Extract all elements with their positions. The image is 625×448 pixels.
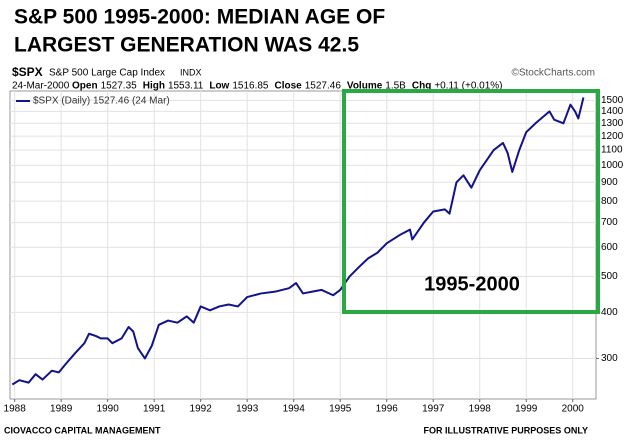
x-tick-label: 1997 [422,404,445,415]
x-tick-label: 1992 [190,404,213,415]
x-tick-label: 1993 [236,404,259,415]
quote-label: Low [209,81,229,92]
y-tick-label: 1100 [601,145,623,156]
plot [11,97,585,386]
highlight-box [342,89,600,314]
x-tick-label: 1998 [469,404,492,415]
x-tick-label: 1999 [515,404,538,415]
y-tick-label: 1500 [601,95,624,106]
x-tick-label: 2000 [562,404,585,415]
footer-right: FOR ILLUSTRATIVE PURPOSES ONLY [423,425,588,435]
y-tick-label: 700 [601,217,618,228]
y-tick-label: 600 [601,242,618,253]
quote-value: 1516.85 [232,81,269,92]
symbol: $SPX [12,65,43,79]
x-tick-label: 1996 [376,404,399,415]
x-tick-label: 1991 [143,404,166,415]
quote-label: Volume [347,81,383,92]
y-tick-label: 1300 [601,118,624,129]
exchange: INDX [180,67,202,77]
legend-label: $SPX (Daily) 1527.46 (24 Mar) [33,96,170,107]
index-name: S&P 500 Large Cap Index [49,68,165,79]
y-tick-label: 900 [601,177,618,188]
quote-label: Close [275,81,303,92]
grid: 300 400 500 600 700 800 900 1000 1100 1200 1300140… [4,91,624,415]
quote-value: 1.5B [385,81,406,92]
quote-value: 1527.35 [101,81,138,92]
quote: Open 1527.35 High 1553.11 Low 1516.85 Close 152… [72,81,503,92]
footer-left: CIOVACCO CAPITAL MANAGEMENT [4,425,161,435]
quote-value: 1553.11 [168,81,204,92]
x-tick-label: 1988 [4,404,27,415]
title: S&P 500 1995-2000: MEDIAN AGE OF [14,6,385,29]
quote-value: +0.11 (+0.01%) [434,81,502,92]
y-tick-label: 300 [601,353,618,364]
x-tick-label: 1995 [329,404,352,415]
y-tick-label: 1400 [601,106,624,117]
y-tick-label: 1200 [601,131,624,142]
title: LARGEST GENERATION WAS 42.5 [14,34,359,57]
quote-label: Chg [412,81,431,92]
y-tick-label: 400 [601,307,618,318]
plot-frame [9,90,597,400]
source: ©StockCharts.com [511,68,595,79]
x-tick-label: 1994 [283,404,306,415]
x-tick-label: 1990 [97,404,120,415]
y-tick-label: 800 [601,196,618,207]
series-line [11,97,585,386]
annotation: 1995-2000 [424,273,520,295]
quote-label: Open [72,81,98,92]
quote-value: 1527.46 [305,81,342,92]
y-tick-label: 500 [601,271,618,282]
quote-label: High [143,81,165,92]
y-tick-label: 1000 [601,160,624,171]
x-tick-label: 1989 [50,404,73,415]
date: 24-Mar-2000 [12,81,70,92]
